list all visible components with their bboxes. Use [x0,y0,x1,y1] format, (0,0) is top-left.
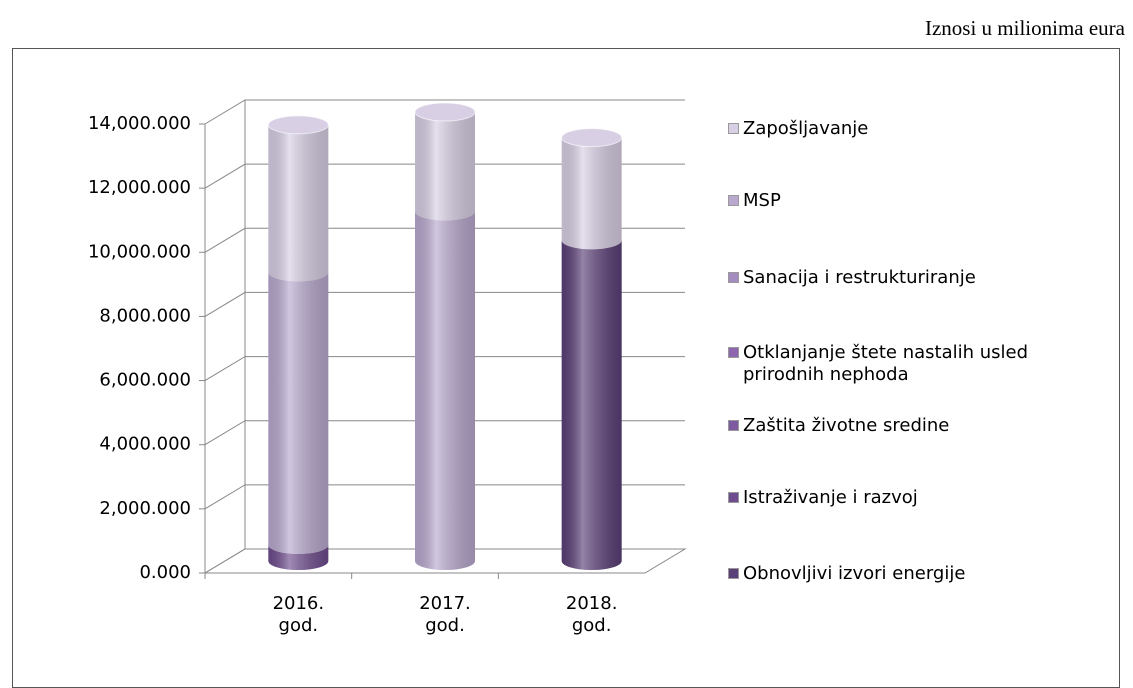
legend-swatch [728,347,739,358]
legend-item: Zaštita životne sredine [728,415,1108,437]
cylinder-shade [561,137,622,570]
legend-swatch [728,123,739,134]
legend-item: Sanacija i restrukturiranje [728,267,1108,289]
legend-item: MSP [728,190,1108,212]
legend-label: Obnovljivi izvori energije [743,563,966,584]
legend-swatch [728,492,739,503]
legend-label: Otklanjanje štete nastalih usled prirodn… [743,342,1029,385]
page: {"chart_data": {"type": "bar", "stacked"… [12,16,1125,688]
legend-item: Otklanjanje štete nastalih usled prirodn… [728,342,1108,386]
legend-label: MSP [743,190,781,211]
y-tick-label: 6,000.000 [99,370,191,391]
grid-line [204,548,685,574]
legend-label: Sanacija i restrukturiranje [743,267,976,288]
grid-line [204,227,685,253]
legend-swatch [728,568,739,579]
legend-label: Istraživanje i razvoj [743,487,918,508]
cylinder-shade [415,112,475,570]
legend-swatch [728,420,739,431]
grid-line [204,99,685,125]
x-tick-label: 2016. god. [272,593,325,636]
grid-line [204,420,685,446]
y-tick-label: 14,000.000 [88,113,191,134]
y-tick-label: 12,000.000 [88,177,191,198]
unit-note: Iznosi u milionima eura [924,16,1125,40]
y-tick-label: 0.000 [139,562,191,583]
y-tick-label: 10,000.000 [88,241,191,262]
cylinder-cap [267,115,329,135]
legend-item: Zapošljavanje [728,118,1108,140]
legend-item: Obnovljivi izvori energije [728,563,1108,585]
chart: 0.000 2,000.000 4,000.000 6,000.000 8,000.00… [88,99,687,583]
x-tick-label: 2018. god. [565,593,618,636]
legend-swatch [728,272,739,283]
y-tick-label: 8,000.000 [99,305,191,326]
grid-line [204,484,685,510]
x-tick-label: 2017. god. [419,593,471,636]
legend-item: Istraživanje i razvoj [728,487,1108,509]
cylinder-cap [561,128,623,148]
cylinder-shade [268,124,329,570]
y-tick-label: 4,000.000 [99,434,191,455]
grid-line [204,356,685,381]
grid-line [204,163,685,189]
legend-label: Zapošljavanje [743,118,869,139]
y-tick-label: 2,000.000 [99,498,191,519]
legend-swatch [728,195,739,206]
legend-label: Zaštita životne sredine [743,415,950,436]
cylinder-cap [414,102,476,122]
grid-line [204,291,685,317]
